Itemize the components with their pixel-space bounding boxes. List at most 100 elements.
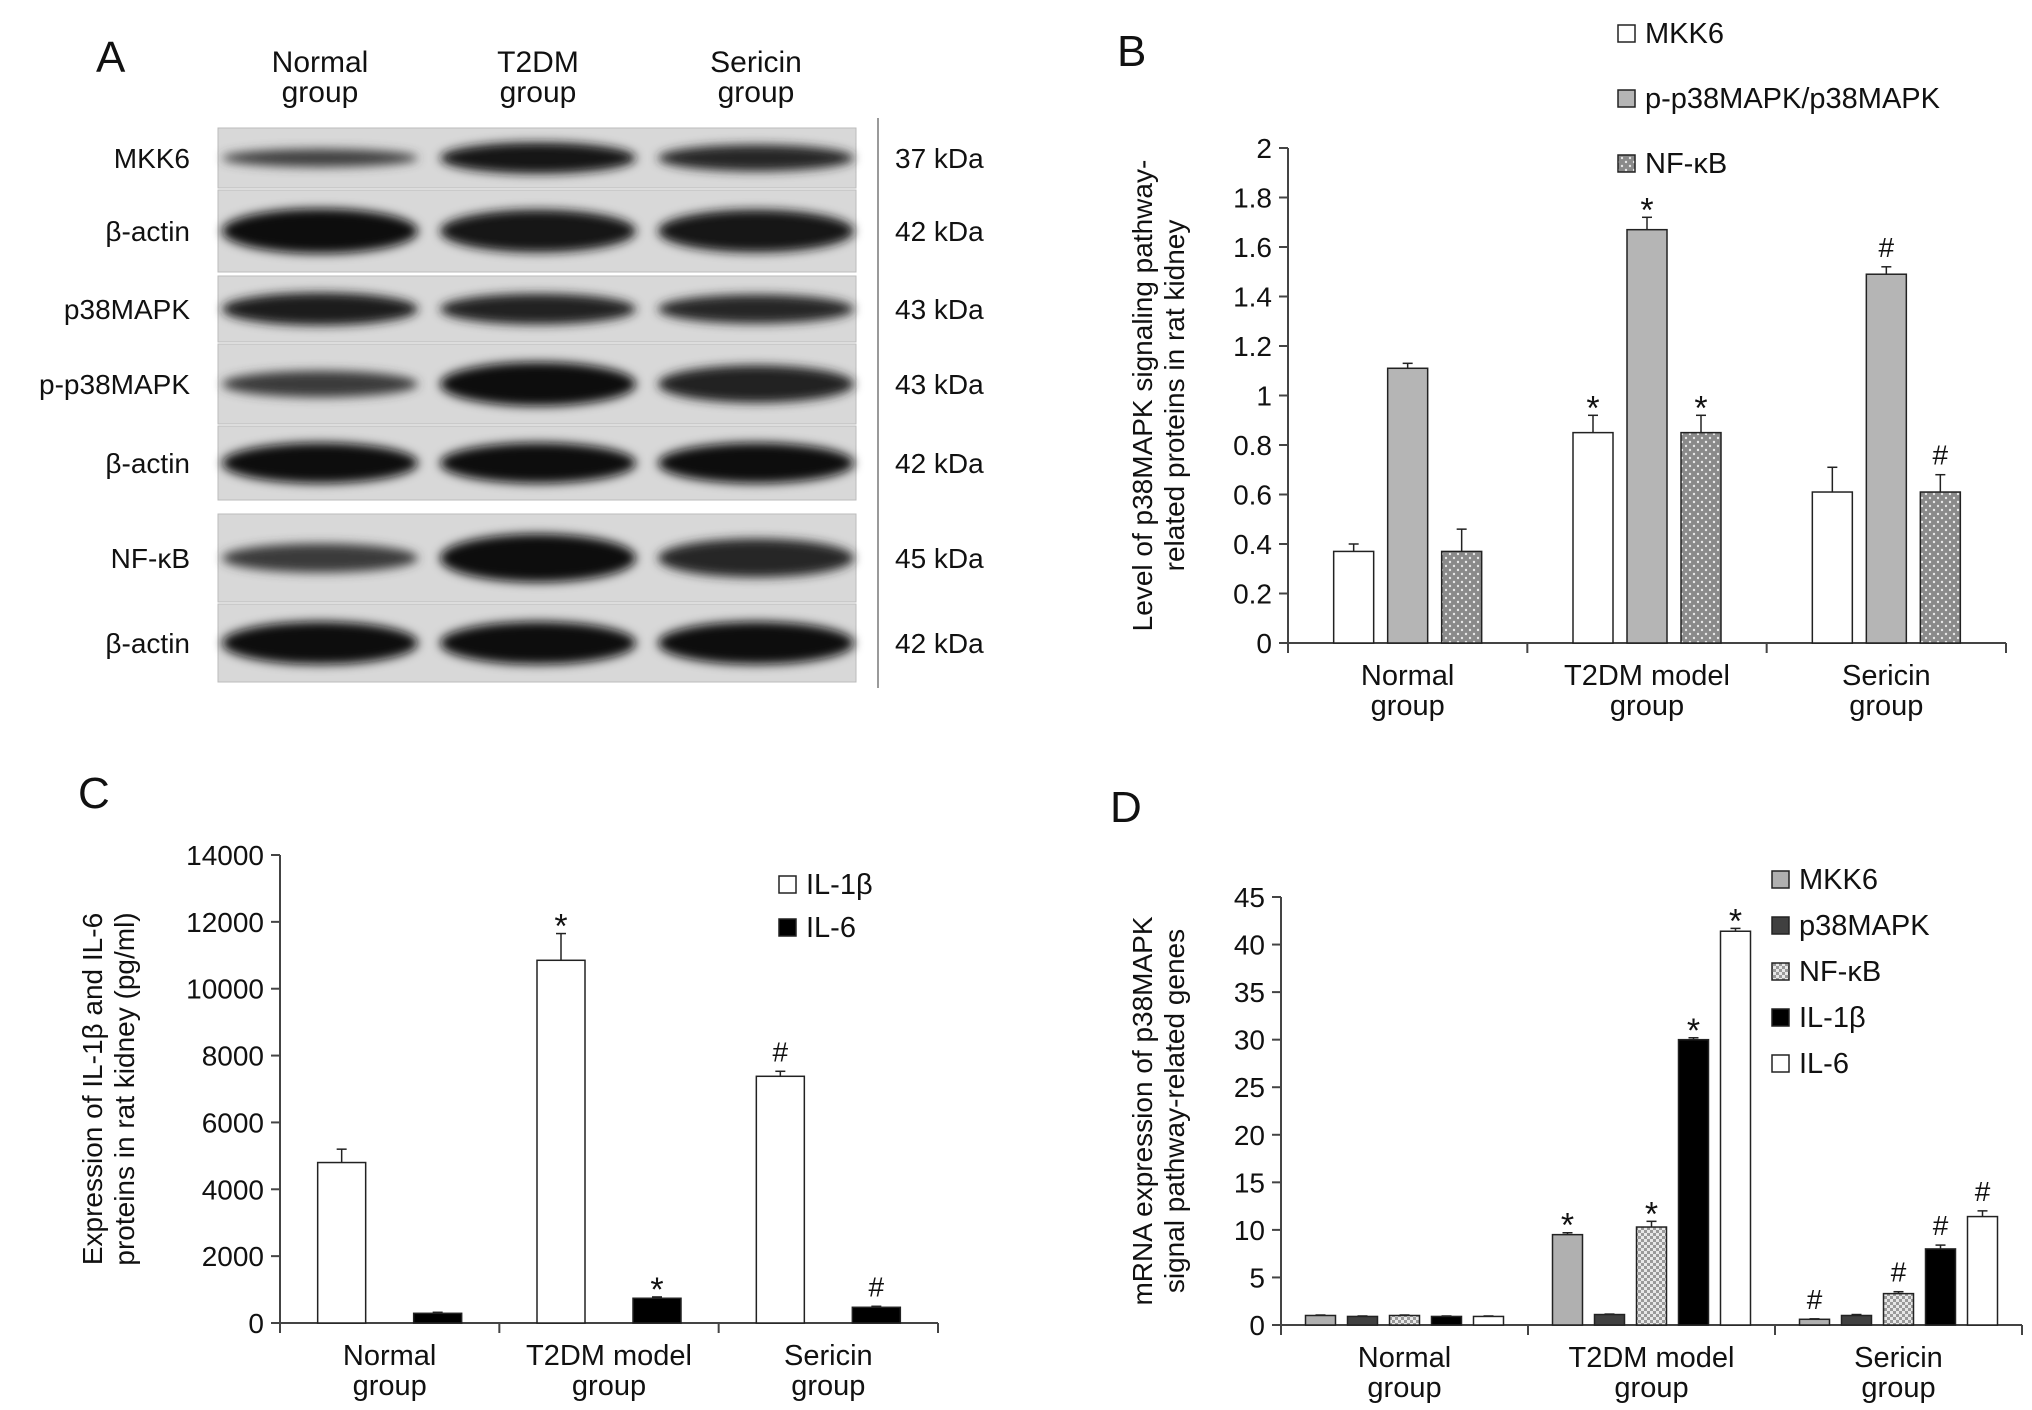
significance-mark: * [650, 1271, 663, 1309]
blot-band [658, 209, 854, 253]
legend-label: p-p38MAPK/p38MAPK [1645, 83, 1941, 115]
blot-kda-label: 43 kDa [895, 369, 984, 400]
y-tick-label: 0.4 [1233, 529, 1272, 560]
blot-band [658, 294, 854, 324]
y-tick-label: 14000 [186, 840, 264, 871]
significance-mark: # [1933, 1210, 1949, 1241]
blot-column-subheader-3: group [718, 76, 795, 109]
y-tick-label: 0.6 [1233, 480, 1272, 511]
bar-d-s2-c3 [1840, 1314, 1873, 1326]
significance-mark: # [1807, 1284, 1823, 1315]
legend-swatch [1617, 154, 1636, 173]
y-axis-title: mRNA expression of p38MAPK [1127, 916, 1158, 1305]
bar-b-s3-c1 [1440, 550, 1483, 644]
y-axis-title: related proteins in rat kidney [1159, 220, 1190, 572]
blot-band [440, 533, 636, 583]
blot-kda-label: 42 kDa [895, 216, 984, 247]
x-category-label: T2DM model [1564, 660, 1730, 692]
legend-swatch [1617, 24, 1636, 43]
blot-strip-border [217, 275, 857, 343]
x-category-sublabel: group [1610, 690, 1684, 722]
blot-kda-label: 42 kDa [895, 628, 984, 659]
significance-mark: # [773, 1036, 789, 1067]
chart-c: 02000400060008000100001200014000Normalgr… [77, 840, 939, 1402]
x-category-sublabel: group [572, 1370, 646, 1402]
blot-band [658, 442, 854, 484]
blot-band [440, 621, 636, 665]
blot-row-label: NF-κB [111, 543, 190, 574]
legend-swatch [1617, 89, 1636, 108]
blot-row-label: β-actin [105, 448, 190, 479]
bar-b-s2-c1 [1386, 367, 1429, 644]
x-category-sublabel: group [1849, 690, 1923, 722]
y-tick-label: 2000 [202, 1241, 264, 1272]
y-tick-label: 45 [1234, 882, 1265, 913]
legend-label: IL-6 [1799, 1048, 1849, 1080]
legend-swatch [778, 918, 797, 937]
blot-strip-border [217, 127, 857, 189]
bar-d-s1-c2 [1551, 1233, 1584, 1326]
bar-c-s2-c3 [851, 1306, 902, 1324]
panel-label-d: D [1110, 783, 1142, 832]
y-axis-title: signal pathway-related genes [1159, 929, 1190, 1293]
bar-d-s3-c2 [1635, 1226, 1668, 1326]
blot-band [440, 142, 636, 174]
y-tick-label: 5 [1249, 1262, 1265, 1293]
blot-strip-border [217, 513, 857, 603]
blot-band [222, 370, 418, 398]
blot-row-label: β-actin [105, 216, 190, 247]
bar-d-s4-c1 [1430, 1315, 1463, 1326]
bar-b-s2-c2 [1626, 228, 1668, 644]
significance-mark: * [554, 908, 567, 946]
blot-kda-label: 37 kDa [895, 143, 984, 174]
bar-d-s3-c3 [1882, 1292, 1915, 1326]
legend-label: IL-6 [806, 912, 856, 944]
y-tick-label: 1 [1256, 381, 1272, 412]
x-category-label: Normal [343, 1340, 436, 1372]
legend-swatch [778, 875, 797, 894]
bar-d-s5-c3 [1966, 1215, 1999, 1326]
significance-mark: # [1975, 1176, 1991, 1207]
bar-b-s1-c3 [1811, 491, 1854, 644]
blot-kda-label: 43 kDa [895, 294, 984, 325]
y-tick-label: 12000 [186, 907, 264, 938]
blot-band [222, 621, 418, 665]
blot-band [222, 292, 418, 326]
significance-mark: * [1729, 902, 1742, 940]
bar-c-s2-c1 [412, 1312, 463, 1324]
bar-b-s1-c2 [1572, 431, 1614, 644]
y-tick-label: 30 [1234, 1025, 1265, 1056]
blot-band [440, 209, 636, 253]
y-tick-label: 40 [1234, 930, 1265, 961]
y-tick-label: 25 [1234, 1072, 1265, 1103]
x-category-label: Normal [1361, 660, 1454, 692]
x-category-label: Sericin [1854, 1342, 1943, 1374]
chart-b: 00.20.40.60.811.21.41.61.82NormalgroupT2… [1127, 18, 2007, 722]
bar-d-s4-c2 [1677, 1038, 1710, 1326]
y-tick-label: 0 [1256, 628, 1272, 659]
blot-column-subheader-1: group [282, 76, 359, 109]
y-axis-title: Expression of IL-1β and IL-6 [77, 913, 108, 1265]
legend-swatch [1771, 870, 1790, 889]
x-category-label: Sericin [784, 1340, 873, 1372]
bar-d-s1-c3 [1798, 1318, 1831, 1326]
y-tick-label: 0 [1249, 1310, 1265, 1341]
legend-swatch [1771, 1008, 1790, 1027]
blot-column-header-3: Sericin [710, 46, 802, 79]
x-category-label: T2DM model [526, 1340, 692, 1372]
bar-d-s4-c3 [1924, 1248, 1957, 1326]
blot-band [658, 365, 854, 403]
blot-kda-label: 42 kDa [895, 448, 984, 479]
significance-mark: # [1933, 440, 1949, 471]
panel-label-c: C [78, 769, 110, 818]
significance-mark: * [1687, 1012, 1700, 1050]
significance-mark: * [1586, 389, 1599, 427]
bar-d-s2-c2 [1593, 1313, 1626, 1326]
legend-label: IL-1β [1799, 1002, 1866, 1034]
blot-row-label: p38MAPK [64, 294, 190, 325]
x-category-label: T2DM model [1569, 1342, 1735, 1374]
legend-label: MKK6 [1645, 18, 1724, 50]
blot-band [658, 538, 854, 578]
